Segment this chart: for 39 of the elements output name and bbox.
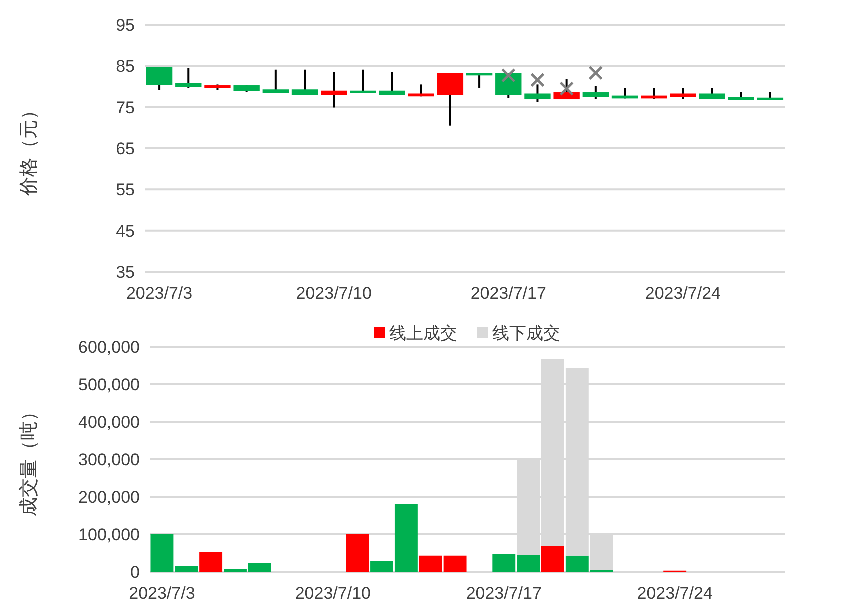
legend-label: 线上成交 <box>390 324 458 343</box>
legend-label: 线下成交 <box>492 324 560 343</box>
y-tick-label: 500,000 <box>78 376 140 394</box>
y-tick-label: 300,000 <box>78 450 140 470</box>
point <box>530 72 545 88</box>
candlestick <box>670 87 696 101</box>
y-axis-title: 成交量（吨） <box>18 402 40 516</box>
y-tick-label: 55 <box>116 180 135 200</box>
x-tick-label: 2023/7/24 <box>645 284 721 303</box>
y-tick-label: 0 <box>130 563 140 582</box>
y-tick-label: 65 <box>116 140 135 158</box>
x-tick-label: 2023/7/3 <box>126 284 193 303</box>
y-tick-label: 600,000 <box>78 338 140 357</box>
bar <box>346 534 370 572</box>
candlestick <box>466 72 493 89</box>
x-tick-label: 2023/7/10 <box>296 284 372 303</box>
point <box>560 82 574 96</box>
y-tick-label: 45 <box>116 222 135 241</box>
y-axis-title: 价格（元） <box>19 101 40 197</box>
bar <box>542 546 564 572</box>
y-tick-label: 75 <box>116 98 135 118</box>
x-tick-label: 2023/7/10 <box>295 584 371 603</box>
y-tick-label: 200,000 <box>78 488 140 507</box>
y-tick-label: 400,000 <box>78 413 140 432</box>
candlestick <box>582 85 609 101</box>
candlestick <box>321 71 348 109</box>
y-tick-label: 35 <box>116 263 135 282</box>
candlestick <box>350 68 376 94</box>
x-tick-label: 2023/7/3 <box>129 584 196 603</box>
y-tick-label: 100,000 <box>78 526 140 544</box>
x-tick-label: 2023/7/17 <box>466 584 542 603</box>
x-tick-label: 2023/7/17 <box>470 284 546 303</box>
point <box>501 68 516 83</box>
y-tick-label: 95 <box>116 16 135 35</box>
bar <box>200 552 223 572</box>
x-tick-label: 2023/7/24 <box>637 584 713 603</box>
candlestick <box>176 67 202 90</box>
y-tick-label: 85 <box>116 57 135 76</box>
point <box>588 66 604 80</box>
